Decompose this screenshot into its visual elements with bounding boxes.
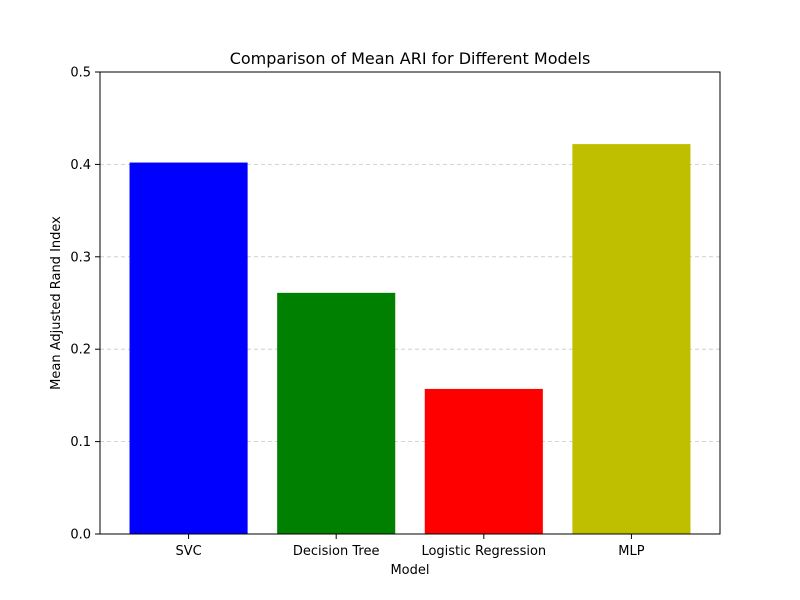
y-axis-ticks: 0.0 0.1 0.2 0.3 0.4 0.5 [70, 66, 100, 543]
y-tick-label: 0.3 [70, 250, 91, 265]
chart-title: Comparison of Mean ARI for Different Mod… [230, 49, 591, 68]
bar-logistic-regression [424, 388, 543, 534]
x-tick-label: Decision Tree [293, 544, 380, 559]
y-axis-label: Mean Adjusted Rand Index [49, 216, 64, 390]
y-tick-label: 0.2 [70, 343, 91, 358]
bar-decision-tree [277, 292, 396, 534]
x-tick-label: MLP [618, 544, 644, 559]
plot-frame [99, 71, 721, 535]
bars [129, 144, 691, 534]
bar-svc [129, 162, 248, 534]
y-tick-label: 0.4 [70, 158, 91, 173]
grid-lines [100, 163, 720, 443]
x-axis-label: Model [390, 563, 429, 578]
y-tick-label: 0.0 [70, 528, 91, 543]
x-axis-ticks: SVC Decision Tree Logistic Regression MLP [175, 534, 645, 559]
x-tick-label: Logistic Regression [421, 544, 546, 559]
y-tick-label: 0.1 [70, 435, 91, 450]
x-tick-label: SVC [175, 544, 201, 559]
bar-mlp [572, 144, 691, 534]
y-tick-label: 0.5 [70, 66, 91, 81]
